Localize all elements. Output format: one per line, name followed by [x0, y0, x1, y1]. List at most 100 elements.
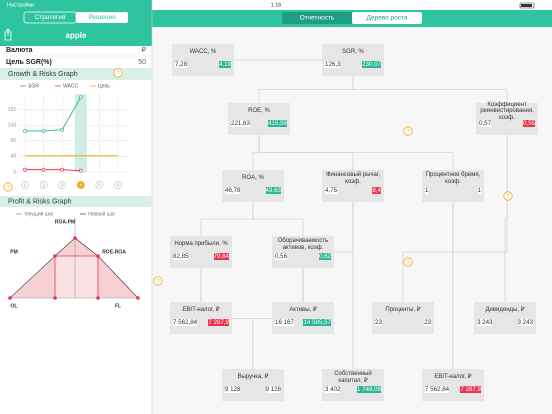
tree-node: EBIT-налог, ₽ 7 562,84 7 287,9 — [422, 369, 484, 401]
tree-node: ROE, % 221,63 415,59 — [228, 103, 290, 135]
node-value: 7,28 — [175, 61, 188, 68]
node-value: 1 748,09 — [356, 386, 381, 393]
y-tick-label: 48 — [10, 154, 16, 160]
node-title: Выручка, ₽ — [237, 374, 269, 381]
help-icon[interactable] — [3, 182, 13, 192]
step-label[interactable]: 3 — [61, 183, 64, 189]
node-values: 16 167 14 585,57 — [272, 319, 334, 326]
tab-label[interactable]: Решения — [88, 14, 116, 21]
tree-node: Выручка, ₽ 9 128 9 128 — [222, 369, 284, 401]
step-label[interactable]: 4 — [79, 183, 82, 189]
sidebar-title: apple — [66, 31, 87, 40]
y-tick-label: 96 — [10, 138, 16, 144]
point — [23, 129, 27, 133]
node-title: Оборачиваемость активов, коэф. — [277, 238, 329, 251]
node-title: Процентное бремя, коэф. — [425, 172, 481, 185]
node-value: 0,57 — [479, 120, 492, 127]
tab-label[interactable]: Отчетность — [300, 15, 335, 22]
diagram-label: ROA-PM — [55, 219, 75, 225]
status-bar — [152, 0, 552, 10]
tab-selected[interactable] — [76, 12, 128, 23]
outline — [54, 255, 99, 298]
tree-node: Проценты, ₽ 23 23 — [372, 302, 434, 334]
share-icon[interactable] — [4, 28, 12, 41]
node-value: 415,59 — [268, 120, 287, 127]
help-icon-label[interactable]: ? — [116, 71, 119, 77]
help-icon[interactable] — [503, 191, 513, 201]
node-value: 221,63 — [231, 120, 250, 127]
step-button[interactable] — [58, 181, 67, 189]
step-label[interactable]: 5 — [98, 183, 101, 189]
step-label[interactable]: 6 — [117, 183, 120, 189]
tab-label[interactable]: Стратегия — [35, 14, 66, 21]
help-icon-label[interactable]: ? — [6, 185, 9, 191]
tree-node: Собственный капитал, ₽ 3 402 1 748,09 — [322, 369, 384, 401]
node-value: 126,3 — [325, 61, 341, 68]
node-value: 9 128 — [225, 386, 241, 393]
node-values: 0,57 0,55 — [476, 120, 538, 127]
node-values: 23 23 — [372, 319, 434, 326]
section-band — [0, 196, 152, 207]
node-value: 7 287,9 — [208, 319, 229, 326]
node-value: 82,85 — [173, 253, 189, 260]
tree-node: Активы, ₽ 16 167 14 585,57 — [272, 302, 334, 334]
status-back[interactable]: Настройки — [7, 1, 34, 8]
node-title: SGR, % — [342, 49, 364, 56]
profit-diagram — [8, 213, 140, 300]
help-icon[interactable] — [403, 126, 413, 136]
tree-node: Норма прибыли, % 82,85 79,84 — [170, 236, 232, 268]
y-tick-label: 0 — [13, 169, 16, 175]
node-value: 0,56 — [275, 253, 288, 260]
node-values: 221,63 415,59 — [228, 120, 290, 127]
connector — [252, 202, 304, 236]
help-icon-label[interactable]: ? — [406, 260, 409, 266]
help-icon-label[interactable]: ? — [406, 129, 409, 135]
node-value: 3 402 — [325, 386, 341, 393]
step-label[interactable]: 1 — [24, 183, 27, 189]
tree-node: EBIT-налог, ₽ 7 562,84 7 287,9 — [170, 302, 232, 334]
node-values: 3 243 3 243 — [474, 319, 536, 326]
node-title: Собственный капитал, ₽ — [334, 371, 372, 384]
node-title: Норма прибыли, % — [174, 241, 228, 248]
step-button[interactable] — [21, 181, 29, 189]
step-button[interactable] — [39, 181, 48, 189]
node-title: Проценты, ₽ — [385, 307, 421, 314]
legend-label: Цель — [98, 83, 110, 89]
battery-level — [521, 4, 532, 7]
node-value: 230,07 — [362, 61, 381, 68]
node-title: ROA, % — [242, 175, 264, 182]
help-icon[interactable] — [403, 257, 413, 267]
step-button[interactable] — [114, 181, 122, 189]
connector — [352, 76, 508, 103]
node-title: WACC, % — [189, 49, 217, 56]
row-value: 50 — [138, 59, 146, 66]
node-value: 4,19 — [218, 61, 231, 68]
step-button[interactable] — [76, 181, 85, 189]
help-icon[interactable] — [113, 68, 123, 78]
node-value: 46,78 — [225, 187, 241, 194]
point — [23, 167, 27, 172]
connector — [258, 135, 454, 170]
tree-node: Коэффициент реинвестирования, коэф. 0,57 0… — [476, 102, 538, 135]
node-value: 3 243 — [477, 319, 493, 326]
section-title: Growth & Risks Graph — [8, 71, 78, 78]
node-value: 79,84 — [213, 253, 229, 260]
tab-selected[interactable] — [282, 12, 352, 24]
node-values: 126,3 230,07 — [322, 61, 384, 68]
step-label[interactable]: 2 — [42, 183, 45, 189]
section-title: Profit & Risks Graph — [8, 198, 72, 205]
tab-label[interactable]: Дерево роста — [366, 15, 407, 22]
node-value: 0,55 — [522, 120, 535, 127]
node-title: ROE, % — [248, 108, 270, 115]
node-title: Дивиденды, ₽ — [485, 307, 525, 314]
node-values: 7 562,84 7 287,9 — [170, 319, 232, 326]
step-button[interactable] — [95, 181, 104, 189]
help-icon-label[interactable]: ? — [156, 279, 159, 285]
tree-area — [152, 27, 552, 414]
help-icon[interactable] — [153, 276, 163, 286]
node-value: 4,75 — [325, 187, 338, 194]
help-icon-label[interactable]: ? — [506, 194, 509, 200]
y-tick-label: 192 — [8, 107, 17, 113]
tab[interactable] — [352, 12, 422, 24]
